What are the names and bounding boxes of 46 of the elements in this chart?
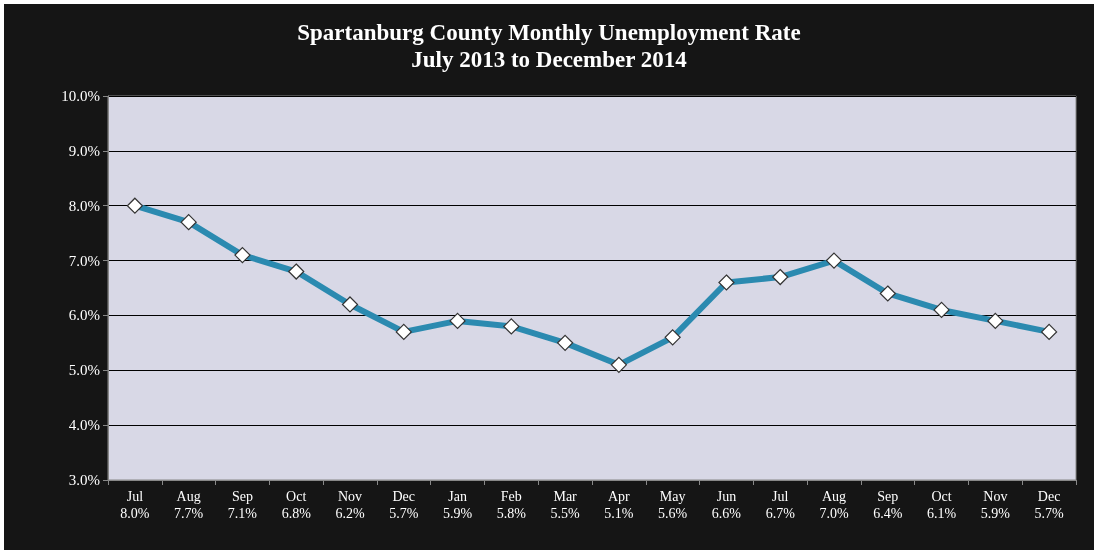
y-tick-label: 6.0% bbox=[68, 307, 100, 324]
x-tick-label: Jul bbox=[126, 489, 144, 504]
data-label: 6.4% bbox=[873, 506, 903, 521]
data-label: 6.1% bbox=[926, 506, 957, 521]
y-tick-label: 8.0% bbox=[68, 197, 100, 214]
data-label: 6.7% bbox=[765, 506, 796, 521]
x-tick-label: Feb bbox=[500, 489, 522, 504]
data-label: 7.1% bbox=[227, 506, 258, 521]
x-tick-label: Jun bbox=[716, 489, 737, 504]
data-label: 5.1% bbox=[604, 506, 634, 521]
data-label: 7.0% bbox=[819, 506, 849, 521]
data-label: 5.7% bbox=[1034, 506, 1065, 521]
chart-title: Spartanburg County Monthly Unemployment Rate bbox=[297, 20, 801, 45]
x-tick-label: Jan bbox=[448, 489, 467, 504]
y-tick-label: 3.0% bbox=[68, 472, 100, 488]
data-label: 6.2% bbox=[335, 506, 365, 521]
y-tick-label: 4.0% bbox=[68, 417, 100, 434]
x-tick-label: Aug bbox=[821, 489, 847, 504]
x-tick-label: Nov bbox=[983, 489, 1008, 504]
data-label: 5.7% bbox=[389, 506, 419, 521]
data-label: 6.8% bbox=[281, 506, 312, 521]
x-tick-label: Oct bbox=[931, 489, 952, 504]
data-label: 5.6% bbox=[658, 506, 688, 521]
x-tick-label: Oct bbox=[286, 489, 307, 504]
data-label: 7.7% bbox=[174, 506, 204, 521]
x-tick-label: Dec bbox=[392, 489, 416, 504]
x-tick-label: Dec bbox=[1037, 489, 1061, 504]
x-tick-label: Aug bbox=[176, 489, 201, 504]
y-tick-label: 7.0% bbox=[68, 252, 100, 269]
y-tick-label: 5.0% bbox=[68, 362, 100, 379]
data-label: 6.6% bbox=[711, 506, 742, 521]
chart-subtitle: July 2013 to December 2014 bbox=[411, 47, 688, 72]
x-tick-label: Mar bbox=[553, 489, 578, 504]
data-label: 8.0% bbox=[120, 506, 150, 521]
x-tick-label: Jul bbox=[772, 489, 789, 504]
x-tick-label: Sep bbox=[877, 489, 899, 504]
x-tick-label: May bbox=[659, 489, 686, 504]
data-label: 5.8% bbox=[496, 506, 527, 521]
data-label: 5.5% bbox=[550, 506, 581, 521]
data-label: 5.9% bbox=[980, 506, 1011, 521]
y-tick-label: 9.0% bbox=[68, 142, 100, 159]
x-tick-label: Nov bbox=[337, 489, 363, 504]
x-tick-label: Sep bbox=[231, 489, 253, 504]
x-tick-label: Apr bbox=[608, 489, 631, 504]
y-tick-label: 10.0% bbox=[61, 88, 100, 104]
data-label: 5.9% bbox=[442, 506, 473, 521]
